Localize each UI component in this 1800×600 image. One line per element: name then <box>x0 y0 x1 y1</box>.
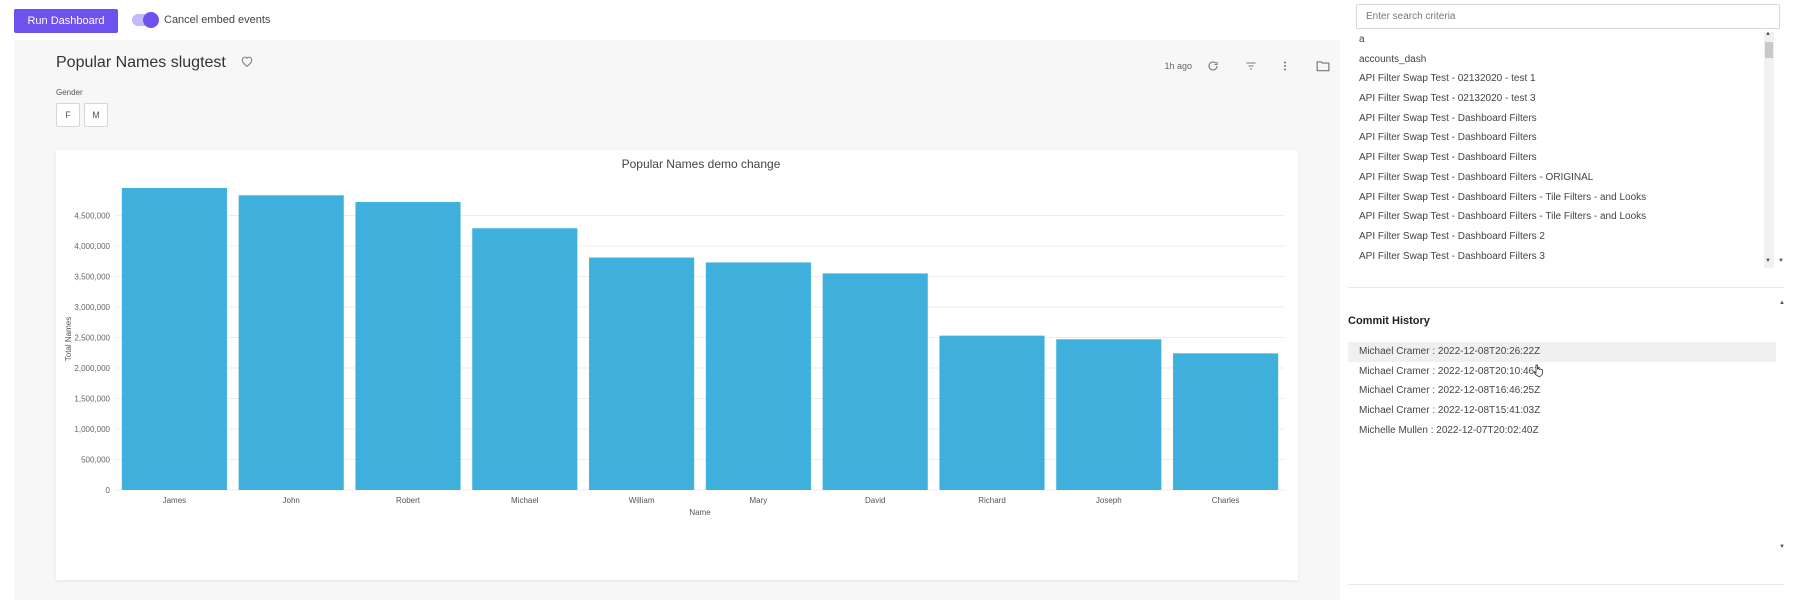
dashboard-list-item[interactable]: API Filter Swap Test - Dashboard Filters… <box>1359 171 1594 183</box>
heart-icon[interactable] <box>240 54 256 70</box>
filter-icon[interactable] <box>1244 59 1258 73</box>
x-tick-label: Robert <box>396 496 421 505</box>
y-tick-label: 1,500,000 <box>74 394 110 403</box>
x-axis-label: Name <box>689 508 711 517</box>
scroll-down-icon[interactable]: ▼ <box>1765 258 1771 264</box>
commit-item[interactable]: Michael Cramer : 2022-12-08T16:46:25Z <box>1359 385 1541 397</box>
search-input[interactable] <box>1356 4 1780 29</box>
y-tick-label: 500,000 <box>81 455 110 464</box>
toggle-knob <box>143 12 159 28</box>
list-scrollbar[interactable]: ▲ ▼ <box>1764 31 1774 268</box>
refresh-icon[interactable] <box>1206 59 1220 73</box>
cancel-embed-toggle[interactable] <box>132 12 159 28</box>
x-tick-label: John <box>283 496 300 505</box>
top-bar: Run Dashboard Cancel embed events <box>0 0 1340 40</box>
commit-scrollbar[interactable]: ▲ ▼ <box>1778 300 1788 552</box>
dashboard-list-item[interactable]: API Filter Swap Test - Dashboard Filters… <box>1359 191 1647 203</box>
toggle-label: Cancel embed events <box>164 14 271 26</box>
dashboard-list-item[interactable]: API Filter Swap Test - Dashboard Filters… <box>1359 250 1545 262</box>
commit-list: Michael Cramer : 2022-12-08T20:26:22Z Mic… <box>1348 342 1776 440</box>
dashboard-list-item[interactable]: API Filter Swap Test - Dashboard Filters… <box>1359 211 1647 223</box>
mouse-cursor-icon <box>1533 364 1543 378</box>
dashboard-list-item[interactable]: a <box>1359 34 1365 45</box>
right-panel: a accounts_dash API Filter Swap Test - 021… <box>1340 0 1800 600</box>
bar <box>472 228 578 490</box>
x-tick-label: Mary <box>750 496 768 505</box>
dashboard-list: a accounts_dash API Filter Swap Test - 021… <box>1340 30 1780 268</box>
y-tick-label: 2,000,000 <box>74 364 110 373</box>
divider <box>1348 584 1784 585</box>
gender-filter-label: Gender <box>56 88 83 97</box>
bar <box>1173 353 1279 490</box>
dashboard-list-item[interactable]: API Filter Swap Test - Dashboard Filters… <box>1359 230 1545 242</box>
bar <box>355 202 461 490</box>
y-tick-label: 0 <box>106 486 111 495</box>
more-icon[interactable] <box>1278 59 1292 73</box>
folder-icon[interactable] <box>1316 59 1330 73</box>
bar <box>589 257 695 490</box>
bar <box>822 273 928 490</box>
scroll-thumb[interactable] <box>1765 42 1773 58</box>
y-axis-label: Total Names <box>64 317 73 361</box>
run-dashboard-button[interactable]: Run Dashboard <box>14 9 118 33</box>
x-tick-label: Joseph <box>1096 496 1122 505</box>
y-tick-label: 1,000,000 <box>74 425 110 434</box>
dashboard-list-item[interactable]: accounts_dash <box>1359 53 1427 65</box>
scroll-up-icon[interactable]: ▲ <box>1765 31 1771 37</box>
bar <box>1056 339 1162 490</box>
chart-tile: Popular Names demo change 0 500,000 1,000,0… <box>56 150 1298 580</box>
commit-item[interactable]: Michael Cramer : 2022-12-08T15:41:03Z <box>1359 405 1541 417</box>
x-tick-label: James <box>163 496 187 505</box>
bar <box>238 195 344 490</box>
divider <box>1348 287 1784 288</box>
dashboard-panel: Popular Names slugtest 1h ago Gender F M… <box>14 40 1340 600</box>
gender-filter: F M <box>56 103 108 127</box>
bar <box>939 335 1045 490</box>
x-tick-label: Richard <box>978 496 1006 505</box>
commit-history-title: Commit History <box>1348 315 1430 327</box>
chart-title: Popular Names demo change <box>622 157 781 171</box>
y-tick-label: 4,000,000 <box>74 242 110 251</box>
x-tick-label: Charles <box>1212 496 1240 505</box>
x-tick-label: David <box>865 496 885 505</box>
y-tick-label: 2,500,000 <box>74 333 110 342</box>
dashboard-list-item[interactable]: API Filter Swap Test - Dashboard Filters <box>1359 152 1537 164</box>
dashboard-title: Popular Names slugtest <box>56 54 226 71</box>
bar-chart: Popular Names demo change 0 500,000 1,000,0… <box>64 157 1284 517</box>
scroll-down-icon[interactable]: ▼ <box>1778 258 1784 264</box>
gender-option-f[interactable]: F <box>56 103 80 127</box>
commit-item[interactable]: Michael Cramer : 2022-12-08T20:26:22Z <box>1348 342 1776 362</box>
dashboard-list-item[interactable]: API Filter Swap Test - Dashboard Filters <box>1359 112 1537 124</box>
y-tick-label: 3,500,000 <box>74 272 110 281</box>
x-tick-label: William <box>629 496 655 505</box>
commit-item[interactable]: Michelle Mullen : 2022-12-07T20:02:40Z <box>1359 424 1539 436</box>
scroll-down-icon[interactable]: ▼ <box>1779 544 1785 550</box>
x-tick-label: Michael <box>511 496 539 505</box>
commit-item[interactable]: Michael Cramer : 2022-12-08T20:10:46Z <box>1359 365 1541 377</box>
gender-option-m[interactable]: M <box>84 103 108 127</box>
dashboard-list-item[interactable]: API Filter Swap Test - 02132020 - test 1 <box>1359 73 1536 85</box>
bar <box>121 188 227 490</box>
last-updated: 1h ago <box>1164 61 1192 71</box>
dashboard-list-item[interactable]: API Filter Swap Test - 02132020 - test 3 <box>1359 93 1536 105</box>
bar <box>705 262 811 490</box>
scroll-up-icon[interactable]: ▲ <box>1779 300 1785 306</box>
dashboard-tools: 1h ago <box>1164 56 1330 76</box>
y-tick-label: 4,500,000 <box>74 211 110 220</box>
dashboard-list-item[interactable]: API Filter Swap Test - Dashboard Filters <box>1359 132 1537 144</box>
y-tick-label: 3,000,000 <box>74 303 110 312</box>
